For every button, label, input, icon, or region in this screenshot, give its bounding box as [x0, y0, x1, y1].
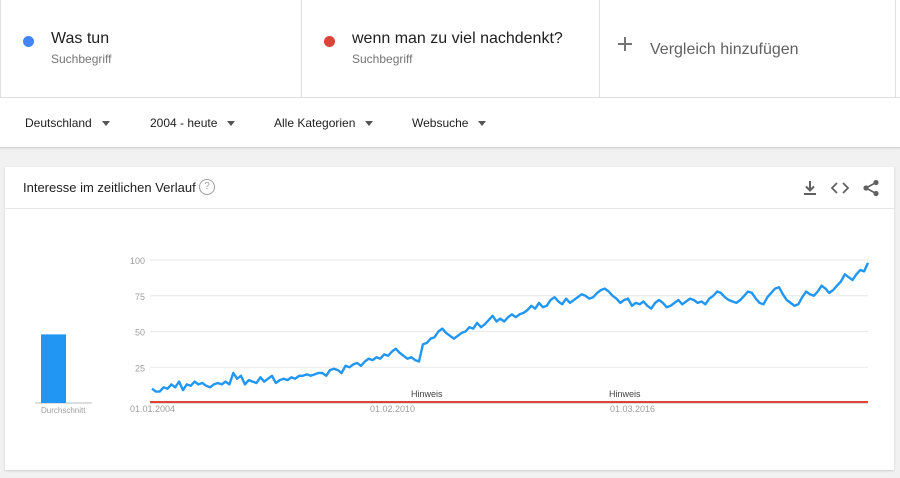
card-header: Interesse im zeitlichen Verlauf ?	[5, 167, 894, 209]
time-range-dropdown[interactable]: 2004 - heute	[150, 116, 236, 130]
average-label: Durchschnitt	[41, 406, 86, 415]
average-bar-was-tun	[41, 334, 66, 403]
embed-icon[interactable]	[830, 178, 850, 198]
search-term-2[interactable]: wenn man zu viel nachdenkt? Suchbegriff	[302, 0, 600, 98]
chevron-down-icon	[101, 121, 110, 127]
term-1-sublabel: Suchbegriff	[51, 52, 112, 66]
x-tick-label: 01.03.2016	[610, 404, 655, 414]
plus-icon	[618, 37, 632, 51]
series-line-was-tun	[151, 262, 870, 393]
share-icon[interactable]	[861, 178, 881, 198]
search-type-dropdown[interactable]: Websuche	[412, 116, 487, 130]
interest-over-time-card: Interesse im zeitlichen Verlauf ? 100 75 5…	[5, 167, 894, 470]
filter-bar: Deutschland 2004 - heute Alle Kategorien…	[0, 98, 900, 148]
add-comparison-label: Vergleich hinzufügen	[650, 41, 799, 58]
search-terms-bar: Was tun Suchbegriff wenn man zu viel nac…	[0, 0, 900, 98]
search-type-value: Websuche	[412, 116, 469, 130]
region-value: Deutschland	[25, 116, 92, 130]
trend-chart: 100 75 50 25 01.01.2004 01.02.2010 01.03.2016 H…	[35, 256, 870, 415]
region-dropdown[interactable]: Deutschland	[25, 116, 110, 130]
chevron-down-icon	[478, 121, 487, 127]
y-tick-label: 75	[135, 292, 145, 302]
add-comparison-button[interactable]: Vergleich hinzufügen	[600, 0, 896, 98]
term-2-color-dot	[324, 36, 335, 47]
help-icon[interactable]: ?	[199, 179, 215, 195]
note-marker: Hinweis	[609, 389, 641, 399]
chevron-down-icon	[227, 121, 236, 127]
term-2-label[interactable]: wenn man zu viel nachdenkt?	[352, 30, 563, 47]
term-1-color-dot	[23, 36, 34, 47]
chevron-down-icon	[365, 121, 374, 127]
download-icon[interactable]	[800, 178, 820, 198]
card-title: Interesse im zeitlichen Verlauf	[23, 180, 196, 195]
category-value: Alle Kategorien	[274, 116, 356, 130]
y-tick-label: 100	[130, 256, 145, 266]
time-range-value: 2004 - heute	[150, 116, 218, 130]
x-tick-label: 01.01.2004	[130, 404, 175, 414]
search-term-1[interactable]: Was tun Suchbegriff	[0, 0, 302, 98]
y-tick-label: 25	[135, 363, 145, 373]
y-tick-label: 50	[135, 328, 145, 338]
term-1-label[interactable]: Was tun	[51, 30, 110, 47]
term-2-sublabel: Suchbegriff	[352, 52, 413, 66]
note-marker: Hinweis	[411, 389, 443, 399]
category-dropdown[interactable]: Alle Kategorien	[274, 116, 374, 130]
x-tick-label: 01.02.2010	[370, 404, 415, 414]
